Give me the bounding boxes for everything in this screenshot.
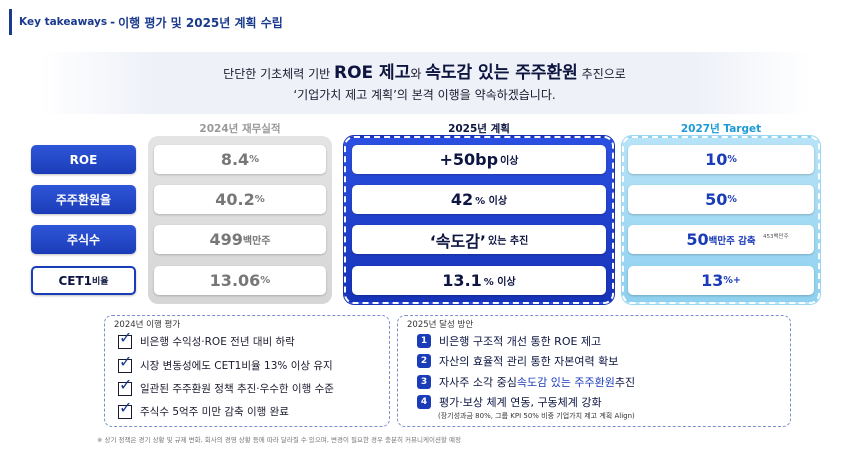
evaluation-item: ✓ 비은행 수익성·ROE 전년 대비 하락 [118, 327, 295, 349]
value: 8.4 [220, 150, 250, 169]
cell-2024-cet1: 13.06% [154, 266, 326, 295]
unit: 이상 [500, 156, 519, 167]
value: 13.06 [209, 271, 261, 290]
evaluation-item: ✓ 주식수 5억주 미만 감축 이행 완료 [118, 397, 289, 419]
row-label-payout: 주주환원율 [31, 185, 136, 214]
cell-2025-shares: ‘속도감’ 있는 추진 [352, 225, 606, 254]
value: 50 [705, 190, 728, 209]
evaluation-item-text: 일관된 주주환원 정책 추진·우수한 이행 수준 [140, 383, 334, 395]
checkbox-checked-icon: ✓ [118, 397, 133, 419]
row-label-text: CET1 [58, 273, 92, 288]
plan-item-text: 평가·보상 체계 연동, 구동체계 강화 [439, 396, 602, 409]
value: 13 [701, 271, 724, 290]
plan-box-title: 2025년 달성 방안 [407, 320, 474, 330]
headline-mid: 와 [410, 67, 422, 81]
shares-target-note: 453백만주 [763, 234, 789, 240]
plan-box [397, 315, 791, 427]
plan-item: 3 자사주 소각 중심 속도감 있는 주주환원 추진 [417, 374, 635, 390]
column-header-2027: 2027년 Target [680, 123, 762, 135]
unit: 백만주 [242, 236, 271, 247]
evaluation-item-text: 주식수 5억주 미만 감축 이행 완료 [140, 406, 289, 418]
plan-item-note: (장기성과금 80%, 그룹 KPI 50% 비중 기업가치 제고 계획 Ali… [438, 412, 635, 420]
cell-2024-roe: 8.4% [154, 145, 326, 174]
unit: 있는 추진 [488, 236, 529, 247]
headline-pre: 단단한 기초체력 기반 [223, 67, 331, 81]
plan-item-highlight: 속도감 있는 주주환원 [516, 376, 615, 389]
evaluation-box [104, 315, 390, 427]
row-label-sub: 비율 [91, 277, 109, 287]
plan-item: 1 비은행 구조적 개선 통한 ROE 제고 [417, 333, 601, 349]
value: 499 [209, 230, 243, 249]
row-label-shares: 주식수 [31, 225, 136, 254]
plan-item-number: 3 [417, 375, 431, 389]
header-separator: - [110, 15, 116, 29]
unit: % [254, 194, 265, 205]
checkbox-checked-icon: ✓ [118, 327, 133, 349]
headline-line-1: 단단한 기초체력 기반 ROE 제고와 속도감 있는 주주환원 추진으로 [0, 58, 849, 83]
plan-item-number: 4 [417, 395, 431, 409]
value: 13.1 [442, 271, 482, 290]
plan-item: 2 자산의 효율적 관리 통한 자본여력 확보 [417, 353, 618, 369]
plan-item-number: 2 [417, 354, 431, 368]
row-label-cet1: CET1 비율 [31, 266, 136, 295]
headline-line-2: ‘기업가치 제고 계획’의 본격 이행을 약속하겠습니다. [293, 88, 556, 102]
unit: %+ [723, 275, 741, 286]
evaluation-item-text: 비은행 수익성·ROE 전년 대비 하락 [140, 336, 295, 348]
evaluation-item: ✓ 일관된 주주환원 정책 추진·우수한 이행 수준 [118, 374, 334, 396]
cell-2027-roe: 10% [628, 145, 814, 174]
unit: % 이상 [483, 277, 516, 288]
plan-item-text: 비은행 구조적 개선 통한 ROE 제고 [439, 335, 602, 348]
headline-post: 추진으로 [581, 67, 626, 81]
cell-2025-roe: +50bp 이상 [352, 145, 606, 174]
plan-item-text: 자산의 효율적 관리 통한 자본여력 확보 [439, 355, 619, 368]
value: 42 [450, 190, 474, 209]
evaluation-box-title: 2024년 이행 평가 [114, 320, 181, 330]
unit: % 이상 [475, 196, 508, 207]
evaluation-item: ✓ 시장 변동성에도 CET1비율 13% 이상 유지 [118, 351, 333, 373]
column-header-2025: 2025년 계획 [448, 123, 510, 135]
value: 10 [705, 150, 728, 169]
unit: % [727, 194, 737, 205]
page-title: 이행 평가 및 2025년 계획 수립 [118, 15, 283, 30]
unit: % [249, 154, 260, 165]
cell-2027-cet1: 13 %+ [628, 266, 814, 295]
value: +50bp [439, 150, 499, 169]
value: 40.2 [215, 190, 255, 209]
value: 50 [686, 230, 709, 249]
unit: 백만주 감축 [708, 235, 756, 247]
headline-banner [40, 52, 810, 114]
cell-2027-shares: 50 백만주 감축 [628, 225, 814, 254]
cell-2024-payout: 40.2% [154, 185, 326, 214]
checkbox-checked-icon: ✓ [118, 374, 133, 396]
unit: % [727, 154, 737, 165]
value: ‘속도감’ [429, 231, 487, 251]
unit: % [260, 275, 271, 286]
headline-shareholder-return: 속도감 있는 주주환원 [425, 63, 578, 83]
cell-2024-shares: 499 백만주 [154, 225, 326, 254]
page-header: Key takeaways - 이행 평가 및 2025년 계획 수립 [9, 9, 283, 35]
plan-item-text: 자사주 소각 중심 [439, 376, 517, 389]
cell-2025-payout: 42% 이상 [352, 185, 606, 214]
evaluation-item-text: 시장 변동성에도 CET1비율 13% 이상 유지 [140, 360, 333, 372]
cell-2025-cet1: 13.1% 이상 [352, 266, 606, 295]
plan-item: 4 평가·보상 체계 연동, 구동체계 강화 [417, 394, 602, 410]
cell-2027-payout: 50% [628, 185, 814, 214]
row-label-text: 주주환원율 [55, 193, 112, 207]
key-takeaways-tag: Key takeaways [19, 16, 108, 28]
footnote: ※ 상기 정책은 경기 상황 및 규제 변화, 회사의 경영 상황 등에 따라 … [97, 436, 461, 444]
plan-item-number: 1 [417, 334, 431, 348]
headline-roe: ROE 제고 [333, 63, 411, 83]
column-header-2024: 2024년 재무실적 [199, 123, 281, 135]
checkbox-checked-icon: ✓ [118, 351, 133, 373]
plan-item-text-post: 추진 [614, 376, 636, 389]
row-label-text: ROE [69, 152, 98, 167]
row-label-text: 주식수 [66, 233, 101, 247]
row-label-roe: ROE [31, 145, 136, 174]
